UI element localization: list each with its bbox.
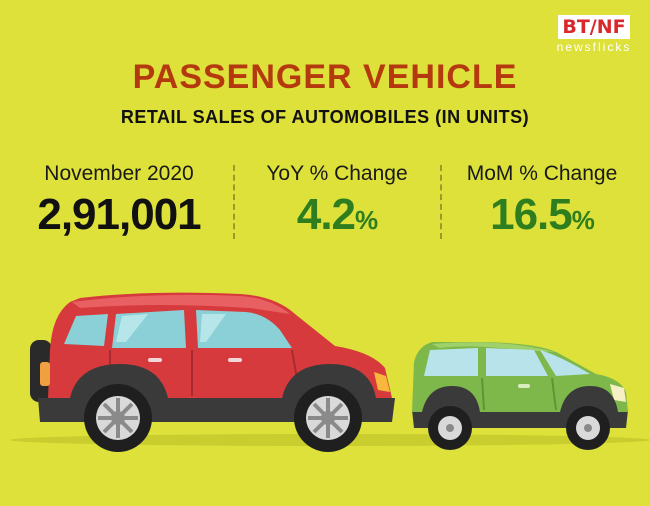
stat-number: 2,91,001 [37, 190, 201, 239]
stat-percent-sign: % [571, 205, 595, 235]
stat-value: 4.2% [232, 190, 442, 240]
stat-value: 2,91,001 [14, 190, 224, 240]
page-title: PASSENGER VEHICLE [132, 58, 518, 96]
stat-mom-change: MoM % Change 16.5% [437, 162, 647, 240]
stat-value: 16.5% [437, 190, 647, 240]
cars-illustration [10, 292, 650, 452]
bt-newsflicks-logo: BT/NF newsflicks [553, 14, 635, 54]
stat-yoy-change: YoY % Change 4.2% [232, 162, 442, 240]
stat-number: 4.2 [296, 190, 356, 239]
stat-label: November 2020 [44, 162, 194, 185]
stat-percent-sign: % [355, 205, 378, 235]
page-subtitle: RETAIL SALES OF AUTOMOBILES (IN UNITS) [120, 107, 530, 127]
green-hatchback-icon [412, 342, 628, 450]
logo-main-text: BT/NF [558, 14, 630, 39]
stat-label: MoM % Change [466, 162, 618, 185]
divider-2 [440, 165, 442, 239]
red-suv-icon [30, 292, 395, 452]
stat-number: 16.5 [490, 190, 573, 239]
stat-label: YoY % Change [266, 162, 408, 185]
stat-november-sales: November 2020 2,91,001 [14, 162, 224, 240]
divider-1 [233, 165, 235, 239]
logo-sub-text: newsflicks [556, 40, 632, 54]
